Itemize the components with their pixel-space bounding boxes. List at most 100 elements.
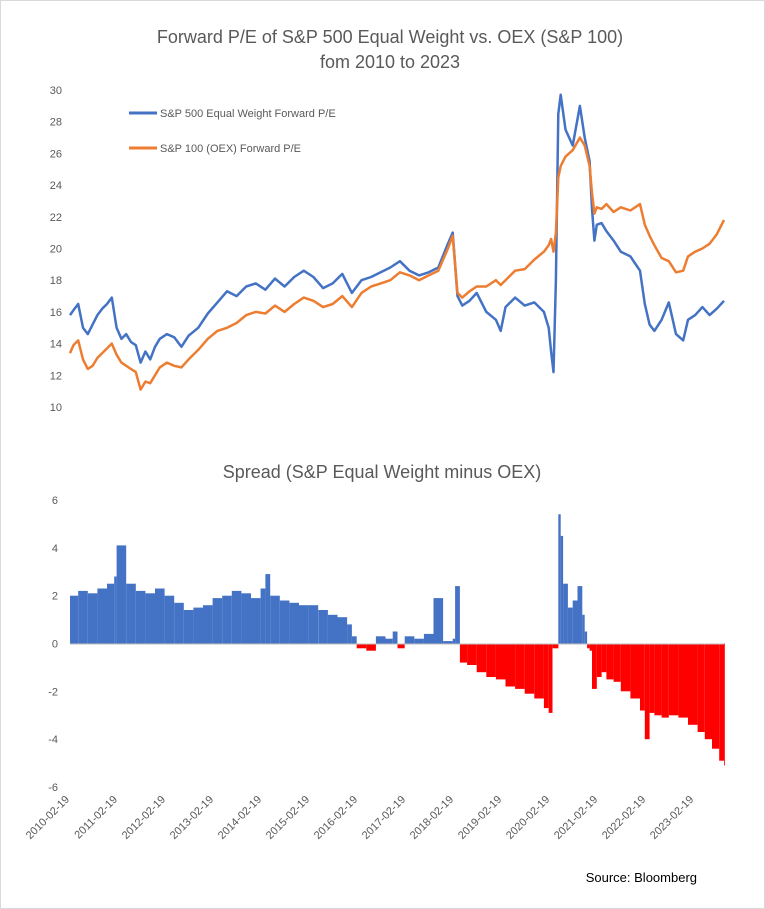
bottom-x-tick-label: 2010-02-19 [24,794,72,842]
spread-bar [560,535,564,644]
bottom-y-tick-label: 4 [52,543,58,555]
spread-bar [433,598,444,644]
bottom-y-axis: -6 -4 -2 0 2 4 6 [48,495,58,794]
spread-bar [392,631,398,644]
top-y-tick-label: 16 [50,307,62,319]
spread-bar [620,643,631,692]
spread-bar [174,602,184,644]
spread-bar [704,643,712,740]
spread-bar [397,643,405,649]
spread-bar [251,598,261,644]
spread-bar [552,643,559,649]
spread-bar [97,588,107,644]
spread-bar [724,643,725,766]
spread-bar [212,598,223,644]
bottom-x-tick-label: 2013-02-19 [168,794,216,842]
spread-bar [515,643,525,689]
top-y-tick-label: 20 [50,244,62,256]
bottom-y-tick-label: 6 [52,495,58,507]
bottom-x-tick-label: 2019-02-19 [456,794,504,842]
spread-bar [678,643,688,718]
spread-bar [558,514,561,644]
top-y-tick-label: 30 [50,85,62,97]
spread-bar [601,643,607,673]
equal-weight-pe-line [68,93,725,374]
top-y-tick-label: 22 [50,212,62,224]
oex-pe-line [68,136,726,391]
spread-bar [351,636,357,644]
bottom-x-tick-label: 2022-02-19 [600,794,648,842]
spread-bar [385,638,393,644]
spread-bar [534,643,544,699]
spread-bar [524,643,535,694]
spread-bar [543,643,549,709]
spread-bar [183,610,194,644]
bottom-y-tick-label: -2 [48,686,58,698]
bottom-chart-title: Spread (S&P Equal Weight minus OEX) [223,462,542,482]
spread-bar [241,593,251,644]
bottom-x-tick-label: 2021-02-19 [552,794,600,842]
spread-bar [203,605,213,644]
spread-bar [630,643,640,699]
bottom-x-tick-label: 2016-02-19 [312,794,360,842]
spread-bar [661,643,669,718]
spread-bar [231,590,242,644]
top-y-tick-label: 18 [50,275,62,287]
bottom-x-tick-label: 2017-02-19 [360,794,408,842]
bottom-x-tick-label: 2020-02-19 [504,794,552,842]
top-y-tick-label: 12 [50,370,62,382]
spread-bar [126,583,136,644]
spread-bar [654,643,662,716]
spread-bar [356,643,367,649]
spread-bar [563,583,568,644]
spread-bar [443,641,453,644]
top-y-tick-label: 28 [50,117,62,129]
spread-bar [308,605,319,644]
spread-bar [572,600,578,644]
spread-bar [347,624,352,644]
bottom-y-tick-label: 0 [52,639,58,651]
spread-bar [327,614,338,644]
bottom-y-tick-label: -4 [48,734,58,746]
spread-bar [78,590,88,644]
spread-bar [577,586,583,644]
spread-bar [452,638,456,644]
spread-bar [299,605,309,644]
bottom-x-tick-label: 2023-02-19 [648,794,696,842]
spread-bar [289,602,299,644]
spread-bar [318,610,328,644]
spread-bar [70,595,79,644]
spread-bar [455,586,460,644]
spread-bar [606,643,614,680]
bottom-x-tick-label: 2018-02-19 [408,794,456,842]
bottom-x-tick-label: 2011-02-19 [72,794,120,842]
spread-bar [476,643,487,673]
spread-bar [613,643,621,682]
spread-bar [279,600,290,644]
spread-bar [587,643,590,649]
spread-bar [366,643,376,651]
spread-bar [87,593,98,644]
spread-bar [404,636,415,644]
spread-bar [644,643,650,740]
top-y-tick-label: 14 [50,339,62,351]
top-series-group [68,93,726,391]
spread-bar [486,643,496,677]
spread-bar [260,588,266,644]
spread-bars-group [70,514,725,766]
spread-bar [548,643,553,713]
spread-bar [116,545,127,644]
spread-bar [719,643,724,761]
top-y-tick-label: 10 [50,402,62,414]
top-y-tick-label: 26 [50,148,62,160]
spread-bar [164,595,175,644]
spread-bar [596,643,602,677]
spread-bar [270,595,280,644]
top-legend: S&P 500 Equal Weight Forward P/E S&P 100… [129,108,336,155]
spread-bar [193,607,203,644]
top-y-axis: 10 12 14 16 18 20 22 24 26 28 30 [50,85,62,414]
spread-bar [649,643,655,713]
spread-bar [423,633,434,644]
top-chart-title: Forward P/E of S&P 500 Equal Weight vs. … [157,27,623,47]
